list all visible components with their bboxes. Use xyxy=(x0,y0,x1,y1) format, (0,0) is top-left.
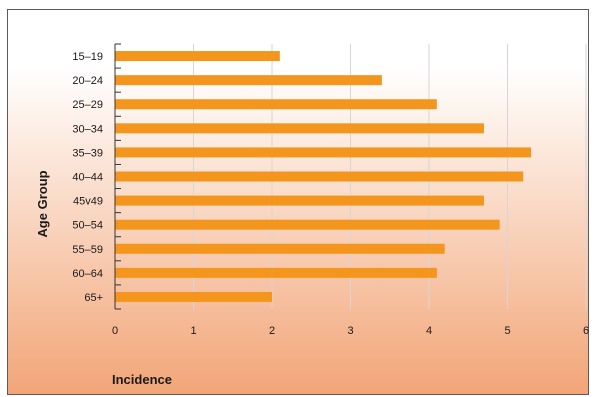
x-tick-label: 1 xyxy=(190,325,196,337)
bar xyxy=(115,195,484,206)
bar xyxy=(115,147,532,158)
y-tick-label: 40–44 xyxy=(72,172,103,184)
y-tick-label: 20–24 xyxy=(72,75,103,87)
axes: 0 1 2 3 4 5 6 15–19 20–24 25–29 30–34 35–39 40–44 45v… xyxy=(72,43,589,337)
x-tick-label: 6 xyxy=(583,325,589,337)
chart-frame xyxy=(7,9,589,395)
y-axis-title: Age Group xyxy=(35,170,50,237)
bar xyxy=(115,99,437,110)
x-tick-label: 3 xyxy=(347,325,353,337)
y-tick-label: 15–19 xyxy=(72,51,103,63)
x-tick-label: 2 xyxy=(269,325,275,337)
bars xyxy=(115,51,532,302)
bar xyxy=(115,75,382,86)
bar xyxy=(115,219,500,230)
y-tick-label: 30–34 xyxy=(72,123,103,135)
y-tick-label: 55–59 xyxy=(72,244,103,256)
y-tick-label: 50–54 xyxy=(72,220,103,232)
bar xyxy=(115,123,484,134)
x-axis-title: Incidence xyxy=(112,372,172,387)
bar xyxy=(115,243,445,254)
y-tick-label: 65+ xyxy=(84,292,103,304)
y-tick-label: 60–64 xyxy=(72,268,103,280)
bar xyxy=(115,51,280,62)
y-tick-label: 35–39 xyxy=(72,147,103,159)
bar xyxy=(115,291,272,302)
y-tick-label: 45v49 xyxy=(73,196,103,208)
y-tick-label: 25–29 xyxy=(72,99,103,111)
x-tick-label: 4 xyxy=(426,325,432,337)
x-tick-label: 5 xyxy=(504,325,510,337)
bar xyxy=(115,267,437,278)
x-tick-label: 0 xyxy=(112,325,118,337)
bar xyxy=(115,171,524,182)
